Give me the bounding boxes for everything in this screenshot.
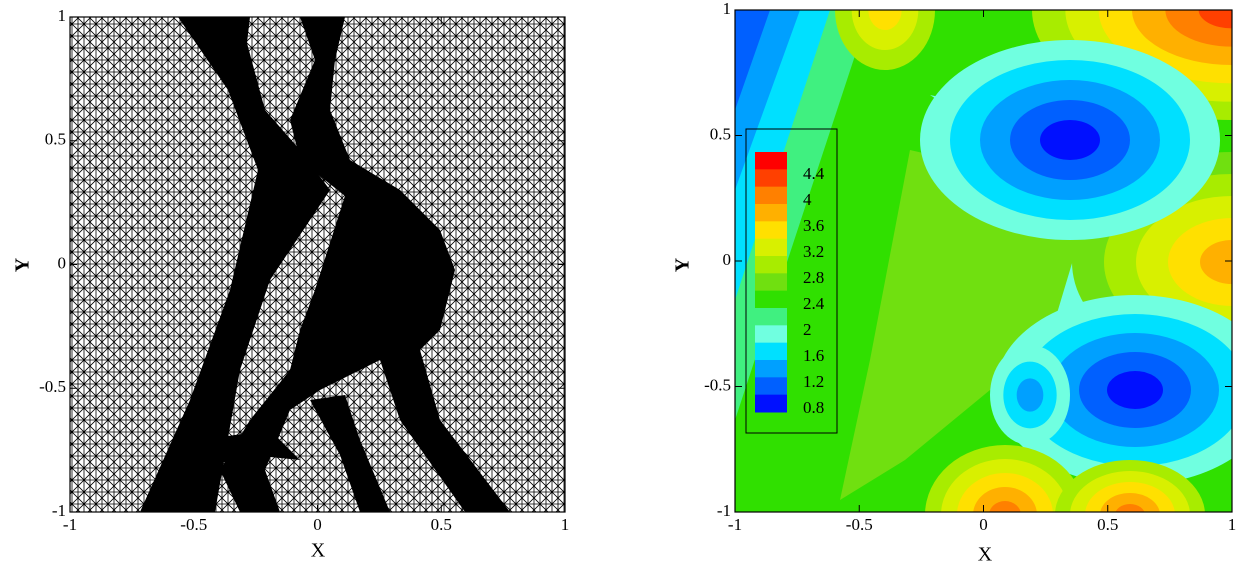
legend-swatch	[755, 186, 787, 205]
legend-swatch	[755, 290, 787, 309]
x-tick-label: 0	[313, 515, 322, 534]
legend-swatch	[755, 273, 787, 292]
y-tick-label: -1	[52, 501, 66, 520]
contour-region	[1200, 240, 1232, 284]
legend-swatch	[755, 360, 787, 378]
x-tick-label: -1	[728, 515, 742, 534]
legend-label: 1.2	[803, 372, 824, 391]
contour-region	[840, 150, 1085, 500]
legend-label: 4	[803, 190, 812, 209]
contour-region	[1115, 504, 1145, 512]
x-tick-label: 1	[1228, 515, 1237, 534]
x-axis-label: X	[311, 540, 326, 562]
x-axis-label: X	[978, 544, 993, 566]
x-tick-label: 1	[561, 515, 570, 534]
contour-region	[868, 10, 902, 30]
legend-label: 0.8	[803, 398, 824, 417]
legend-label: 2	[803, 320, 812, 339]
y-tick-label: 1	[723, 0, 732, 18]
mesh-band	[310, 395, 390, 512]
mesh-band	[140, 17, 330, 512]
x-tick-label: 0	[979, 515, 988, 534]
legend-label: 3.2	[803, 242, 824, 261]
legend-swatch	[755, 394, 787, 413]
mesh-band	[200, 430, 300, 465]
legend-label: 4.4	[803, 164, 825, 183]
mesh-band	[220, 17, 250, 60]
legend-swatch	[755, 169, 787, 188]
legend-swatch	[755, 308, 787, 326]
legend-label: 2.4	[803, 294, 825, 313]
legend-swatch	[755, 256, 787, 274]
contour-region	[1016, 378, 1044, 412]
y-tick-label: 1	[58, 6, 67, 25]
y-tick-label: -1	[717, 501, 731, 520]
legend-label: 2.8	[803, 268, 824, 287]
contour-region	[735, 10, 770, 110]
mesh-band	[220, 17, 510, 512]
x-tick-label: -1	[63, 515, 77, 534]
x-tick-label: 0.5	[431, 515, 452, 534]
x-tick-label: -0.5	[846, 515, 873, 534]
x-tick-label: 0.5	[1097, 515, 1118, 534]
legend-swatch	[755, 377, 787, 396]
y-axis-label: Y	[672, 257, 694, 272]
contour-region	[1040, 120, 1100, 160]
legend-box	[745, 128, 838, 434]
contour-region	[989, 501, 1021, 512]
x-tick-label: -0.5	[180, 515, 207, 534]
contour-field	[735, 10, 1232, 512]
legend-swatch	[755, 325, 787, 344]
legend-swatch	[755, 221, 787, 240]
contour-region	[1107, 371, 1163, 409]
y-tick-label: 0.5	[710, 124, 731, 143]
y-tick-label: -0.5	[39, 377, 66, 396]
y-tick-label: 0.5	[45, 130, 66, 149]
contour-region	[1198, 10, 1232, 29]
legend-label: 3.6	[803, 216, 824, 235]
y-axis-label: Y	[12, 257, 34, 272]
y-tick-label: 0	[58, 253, 67, 272]
y-tick-label: -0.5	[704, 375, 731, 394]
legend-swatch	[755, 152, 787, 170]
contour-region	[973, 487, 1037, 512]
legend-label: 1.6	[803, 346, 824, 365]
legend-swatch	[755, 238, 787, 257]
contour-region	[1100, 493, 1160, 512]
legend-swatch	[755, 342, 787, 361]
legend-swatch	[755, 204, 787, 222]
contour-region	[957, 473, 1053, 512]
y-tick-label: 0	[723, 250, 732, 269]
mesh-band	[290, 180, 375, 375]
